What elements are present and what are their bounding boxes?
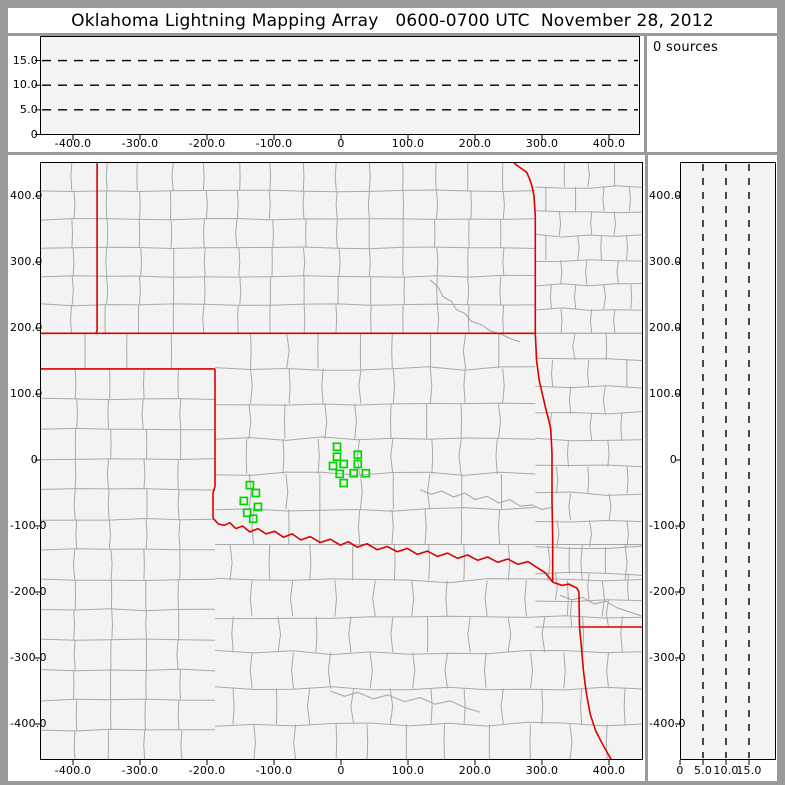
- alt-tick-label: 0: [676, 764, 684, 777]
- ew-tick-label: -100.0: [255, 137, 293, 150]
- ns-tick-label: -300.0: [10, 651, 47, 664]
- county-boundaries: [40, 162, 643, 760]
- ew-tick-label: 100.0: [391, 137, 425, 150]
- ns-tick-label: 100.0: [649, 387, 682, 400]
- ew-tick-label: -300.0: [121, 137, 159, 150]
- ns-tick-label: -400.0: [10, 717, 47, 730]
- ns-tick-label: -300.0: [649, 651, 686, 664]
- ew-tick-label: -200.0: [188, 764, 226, 777]
- ns-tick-label: 0: [669, 453, 677, 466]
- altitude-ns-plot[interactable]: [675, 162, 776, 765]
- ew-tick-label: -200.0: [188, 137, 226, 150]
- lma-station-marker: [328, 461, 338, 471]
- alt-tick-label: 5.0: [19, 102, 38, 116]
- ns-tick-label: 200.0: [649, 321, 682, 334]
- ew-tick-label: 400.0: [592, 764, 626, 777]
- ns-tick-label: 100.0: [10, 387, 43, 400]
- ew-tick-label: -100.0: [255, 764, 293, 777]
- map-layers: [40, 162, 643, 760]
- ns-tick-label: 400.0: [649, 189, 682, 202]
- ns-tick-label: -200.0: [10, 585, 47, 598]
- ns-tick-label: -400.0: [649, 717, 686, 730]
- state-border-100th-meridian: [212, 368, 216, 519]
- ns-tick-label: -100.0: [649, 519, 686, 532]
- lma-station-marker: [253, 502, 263, 512]
- state-border-red-river: [212, 517, 554, 583]
- alt-tick-label: 5.0: [693, 764, 713, 777]
- ew-tick-label: 100.0: [391, 764, 425, 777]
- ew-tick-label: -400.0: [54, 764, 92, 777]
- lma-station-marker: [335, 469, 345, 479]
- lma-station-marker: [245, 480, 255, 490]
- window-title: Oklahoma Lightning Mapping Array 0600-07…: [71, 10, 714, 31]
- alt-tick-label: 10.0: [713, 764, 739, 777]
- alt-tick-label: 15.0: [12, 53, 38, 67]
- state-border-missouri-kansas: [512, 162, 537, 334]
- ew-tick-label: 200.0: [458, 764, 492, 777]
- alt-tick-label: 0: [30, 127, 38, 141]
- plan-view-panel: 400.0 300.0 200.0 100.0 0 -100.0 -200.0 -300.0 -…: [8, 155, 645, 781]
- plan-view-map[interactable]: [35, 162, 643, 765]
- ew-tick-label: -300.0: [121, 764, 159, 777]
- ns-tick-label: 200.0: [10, 321, 43, 334]
- ew-tick-label: -400.0: [54, 137, 92, 150]
- lma-station-marker: [339, 459, 349, 469]
- title-bar: Oklahoma Lightning Mapping Array 0600-07…: [8, 8, 777, 33]
- state-border-colorado-kansas: [95, 162, 98, 334]
- ns-tick-label: 0: [30, 453, 38, 466]
- lma-station-marker: [339, 478, 349, 488]
- ew-tick-label: 400.0: [592, 137, 626, 150]
- sources-count-label: 0 sources: [653, 40, 719, 55]
- state-border-oklahoma-arkansas: [534, 333, 554, 583]
- alt-tick-label: 10.0: [12, 78, 38, 92]
- river-lines: [330, 279, 642, 713]
- sources-panel: 0 sources: [647, 36, 777, 152]
- lma-station-marker: [353, 459, 363, 469]
- ns-tick-label: -200.0: [649, 585, 686, 598]
- lma-station-marker: [353, 450, 363, 460]
- altitude-ns-panel: 400.0 300.0 200.0 100.0 0 -100.0 -200.0 -300.0 -…: [648, 155, 777, 781]
- lma-station-marker: [251, 488, 261, 498]
- ew-tick-label: 0: [337, 764, 345, 777]
- alt-tick-label: 15.0: [736, 764, 762, 777]
- altitude-ew-plot[interactable]: [35, 36, 640, 140]
- lma-station-marker: [239, 496, 249, 506]
- state-border-texas-louisiana: [578, 626, 613, 760]
- ns-tick-label: 300.0: [10, 255, 43, 268]
- ew-tick-label: 300.0: [525, 764, 559, 777]
- ns-tick-label: -100.0: [10, 519, 47, 532]
- ew-tick-label: 0: [337, 137, 345, 150]
- lma-station-marker: [242, 508, 252, 518]
- lma-station-marker: [361, 468, 371, 478]
- ew-tick-label: 200.0: [458, 137, 492, 150]
- ns-tick-label: 400.0: [10, 189, 43, 202]
- ew-tick-label: 300.0: [525, 137, 559, 150]
- state-border-texas-arkansas: [552, 581, 581, 628]
- lma-station-marker: [332, 442, 342, 452]
- altitude-ew-panel: 0 5.0 10.0 15.0 -400.0 -300.0 -200.0 -100.0 0 100…: [8, 36, 644, 152]
- ns-tick-label: 300.0: [649, 255, 682, 268]
- lma-station-marker: [332, 452, 342, 462]
- state-borders: [40, 162, 643, 760]
- lma-station-markers: [239, 442, 371, 524]
- lma-station-marker: [248, 514, 258, 524]
- lma-station-marker: [349, 468, 359, 478]
